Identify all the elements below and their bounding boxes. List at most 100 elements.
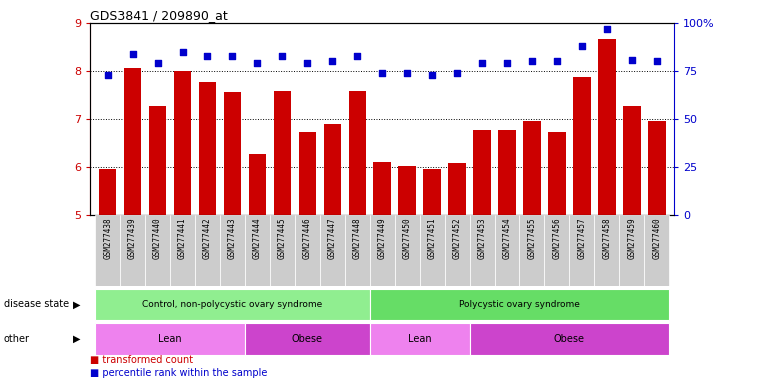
Bar: [170, 215, 195, 286]
Bar: [370, 215, 394, 286]
Bar: [594, 215, 619, 286]
Point: [126, 51, 139, 57]
Bar: [198, 82, 216, 215]
Point: [651, 58, 663, 65]
Point: [426, 72, 438, 78]
Point: [526, 58, 539, 65]
Point: [151, 60, 164, 66]
Text: GSM277439: GSM277439: [128, 217, 137, 259]
Text: GSM277448: GSM277448: [353, 217, 361, 259]
Text: GSM277442: GSM277442: [203, 217, 212, 259]
Bar: [623, 106, 641, 215]
Point: [376, 70, 389, 76]
Point: [176, 49, 189, 55]
Bar: [569, 215, 594, 286]
Point: [626, 56, 638, 63]
Point: [251, 60, 263, 66]
Bar: [470, 215, 495, 286]
Text: GSM277443: GSM277443: [228, 217, 237, 259]
Bar: [370, 323, 470, 354]
Bar: [644, 215, 670, 286]
Bar: [299, 132, 316, 215]
Bar: [95, 215, 120, 286]
Text: Obese: Obese: [292, 334, 323, 344]
Text: GSM277453: GSM277453: [477, 217, 487, 259]
Bar: [345, 215, 370, 286]
Bar: [120, 215, 145, 286]
Bar: [495, 215, 520, 286]
Bar: [95, 323, 245, 354]
Point: [276, 53, 289, 59]
Text: GSM277440: GSM277440: [153, 217, 162, 259]
Bar: [394, 215, 419, 286]
Bar: [324, 124, 341, 215]
Point: [401, 70, 413, 76]
Point: [451, 70, 463, 76]
Bar: [499, 130, 516, 215]
Bar: [548, 132, 566, 215]
Bar: [419, 215, 445, 286]
Point: [601, 26, 613, 32]
Bar: [245, 323, 370, 354]
Text: GDS3841 / 209890_at: GDS3841 / 209890_at: [90, 9, 228, 22]
Bar: [648, 121, 666, 215]
Text: GSM277450: GSM277450: [403, 217, 412, 259]
Text: GSM277447: GSM277447: [328, 217, 337, 259]
Bar: [373, 162, 391, 215]
Bar: [220, 215, 245, 286]
Bar: [320, 215, 345, 286]
Bar: [124, 68, 141, 215]
Point: [301, 60, 314, 66]
Text: GSM277446: GSM277446: [303, 217, 312, 259]
Bar: [470, 323, 670, 354]
Text: ■ transformed count: ■ transformed count: [90, 355, 194, 365]
Bar: [99, 169, 116, 215]
Point: [201, 53, 214, 59]
Bar: [349, 91, 366, 215]
Bar: [223, 92, 241, 215]
Text: Lean: Lean: [158, 334, 182, 344]
Text: GSM277451: GSM277451: [427, 217, 437, 259]
Bar: [523, 121, 541, 215]
Bar: [174, 71, 191, 215]
Text: disease state: disease state: [4, 299, 69, 310]
Text: GSM277454: GSM277454: [503, 217, 511, 259]
Bar: [95, 289, 370, 320]
Text: ▶: ▶: [73, 299, 81, 310]
Bar: [195, 215, 220, 286]
Text: GSM277449: GSM277449: [378, 217, 387, 259]
Bar: [598, 39, 615, 215]
Text: GSM277460: GSM277460: [652, 217, 661, 259]
Point: [476, 60, 488, 66]
Point: [226, 53, 238, 59]
Point: [501, 60, 514, 66]
Text: GSM277445: GSM277445: [278, 217, 287, 259]
Bar: [573, 77, 590, 215]
Text: GSM277456: GSM277456: [553, 217, 561, 259]
Text: GSM277452: GSM277452: [452, 217, 462, 259]
Text: GSM277459: GSM277459: [627, 217, 637, 259]
Bar: [149, 106, 166, 215]
Text: other: other: [4, 334, 30, 344]
Point: [101, 72, 114, 78]
Bar: [520, 215, 544, 286]
Text: Control, non-polycystic ovary syndrome: Control, non-polycystic ovary syndrome: [143, 300, 322, 309]
Bar: [245, 215, 270, 286]
Bar: [448, 163, 466, 215]
Point: [351, 53, 364, 59]
Bar: [145, 215, 170, 286]
Bar: [270, 215, 295, 286]
Text: GSM277458: GSM277458: [602, 217, 612, 259]
Text: GSM277441: GSM277441: [178, 217, 187, 259]
Text: GSM277457: GSM277457: [577, 217, 586, 259]
Point: [575, 43, 588, 49]
Text: Obese: Obese: [554, 334, 585, 344]
Bar: [544, 215, 569, 286]
Bar: [370, 289, 670, 320]
Bar: [474, 130, 491, 215]
Bar: [274, 91, 291, 215]
Text: GSM277455: GSM277455: [528, 217, 536, 259]
Bar: [445, 215, 470, 286]
Text: Polycystic ovary syndrome: Polycystic ovary syndrome: [459, 300, 580, 309]
Text: Lean: Lean: [408, 334, 431, 344]
